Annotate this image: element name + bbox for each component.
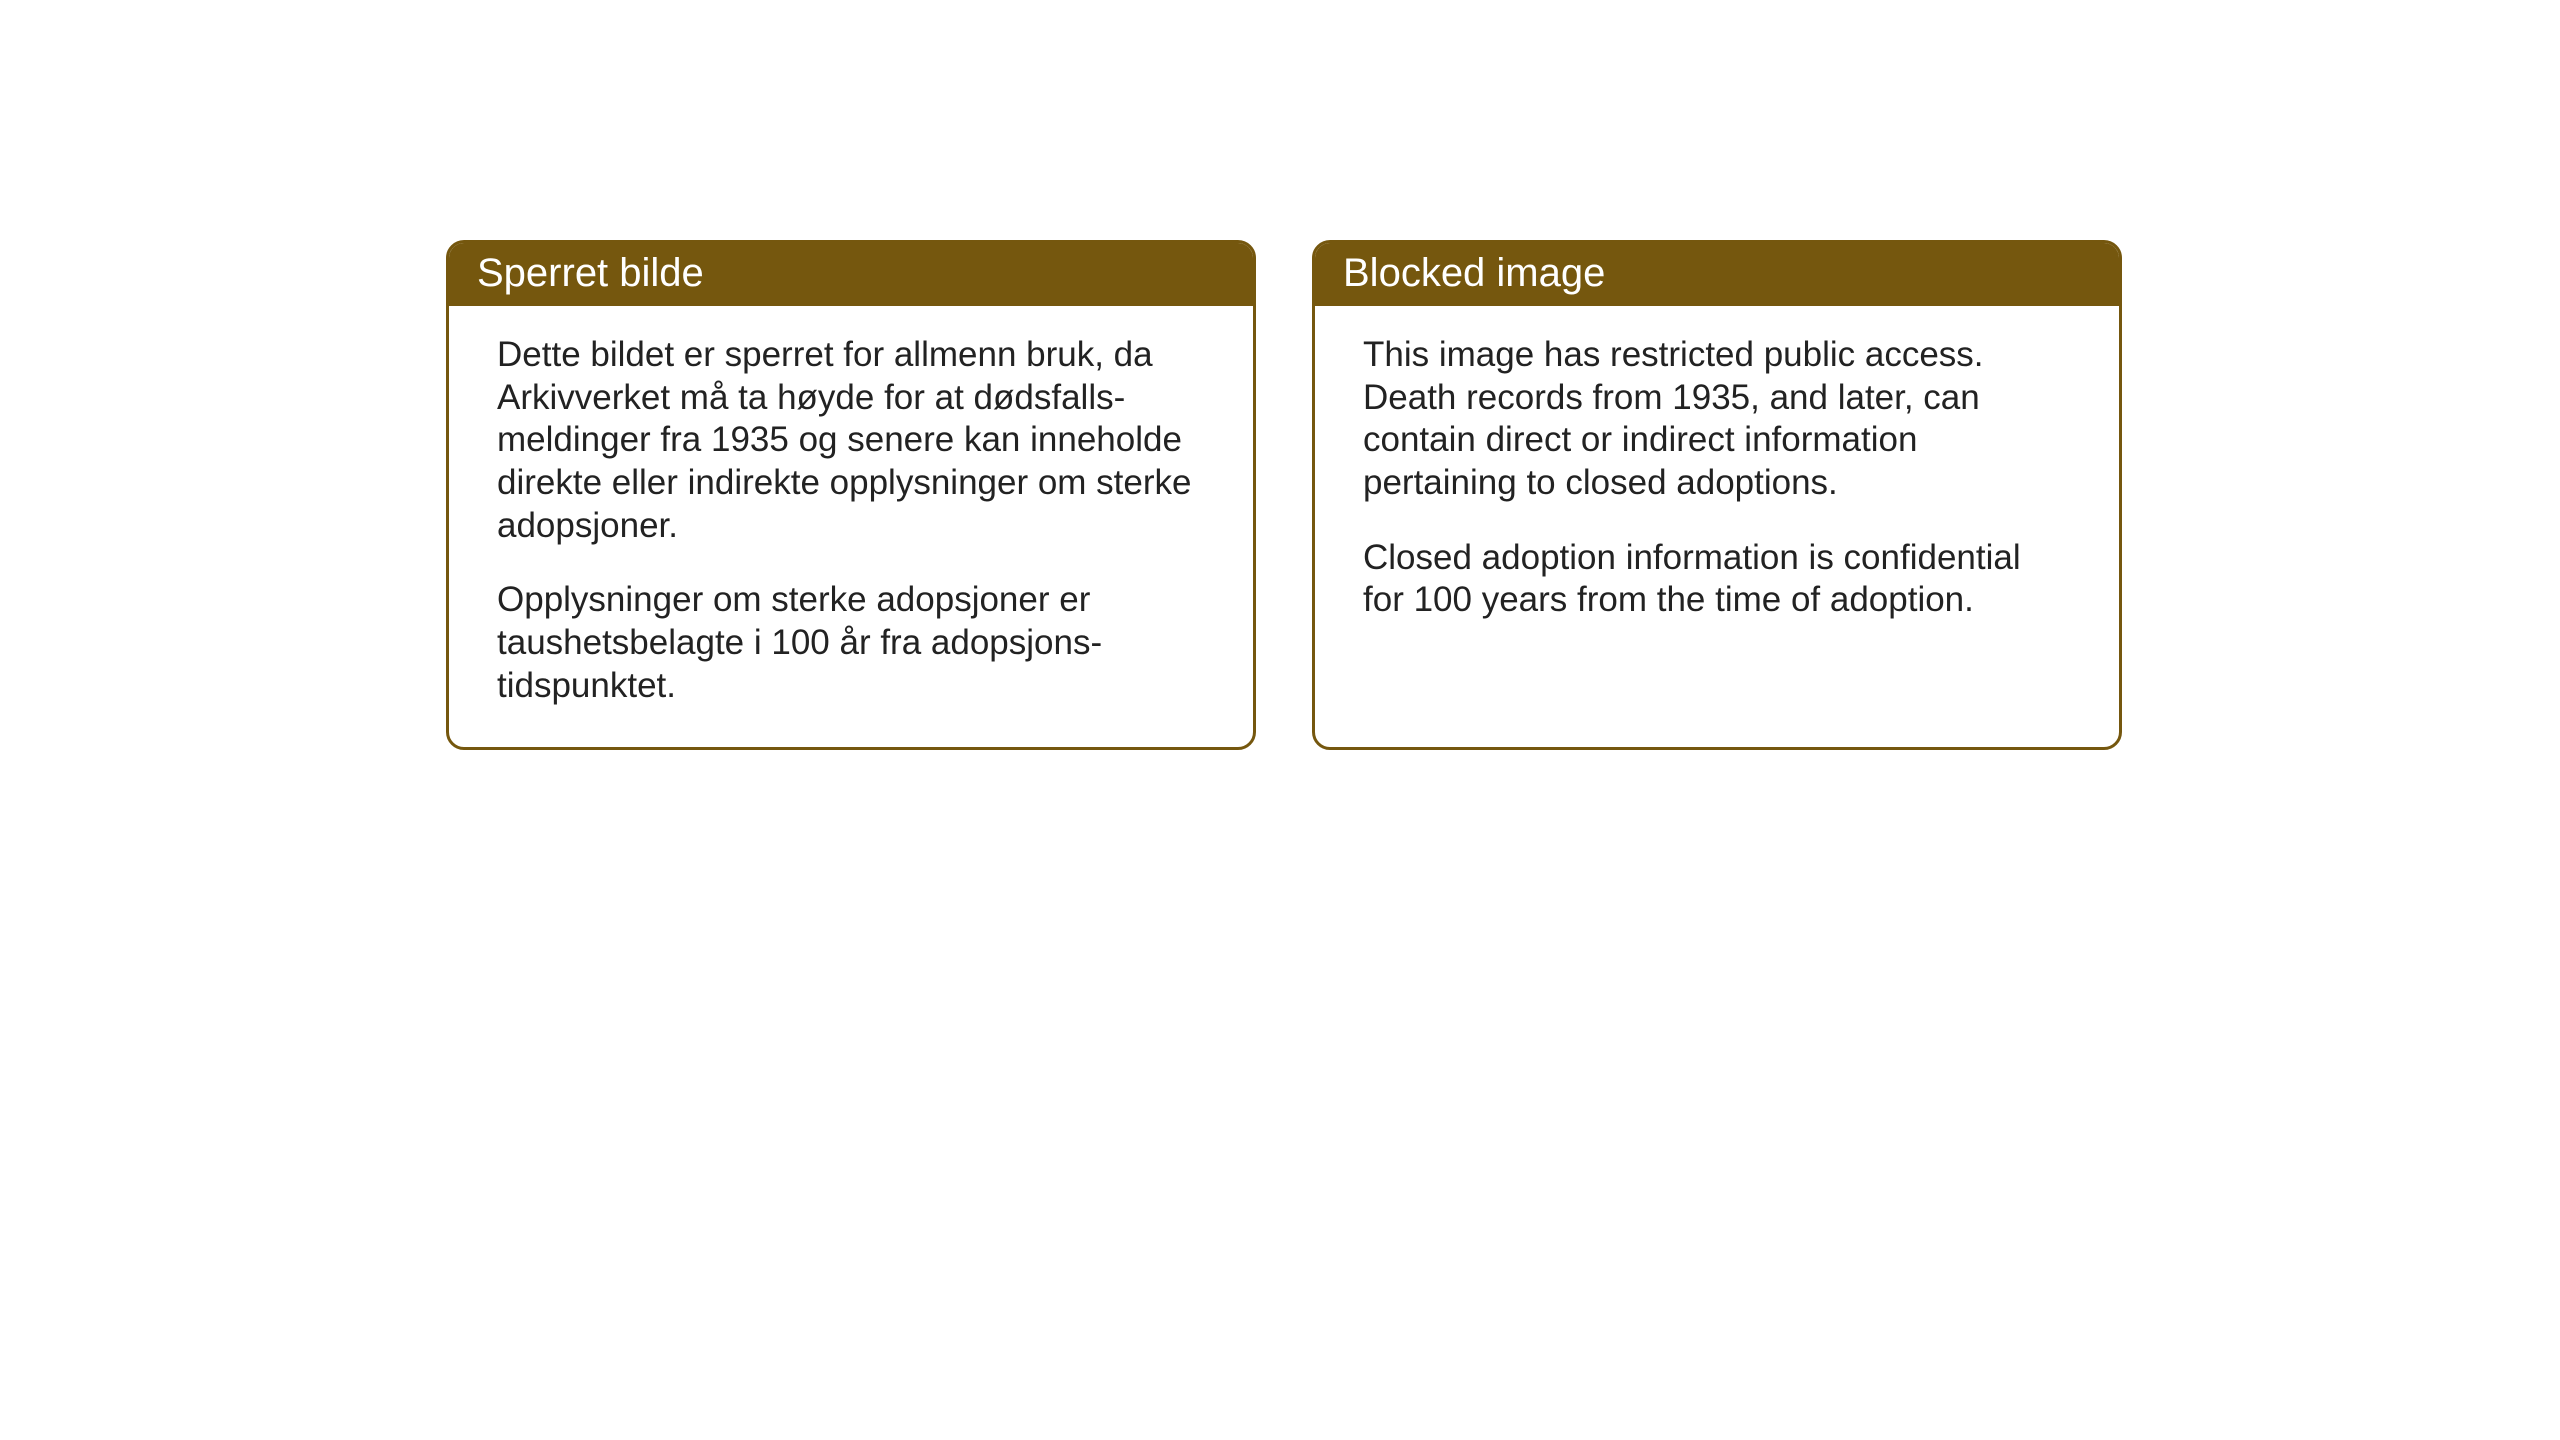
notice-para1-english: This image has restricted public access.… [1363,334,2071,505]
notice-body-english: This image has restricted public access.… [1315,306,2119,660]
notice-header-english: Blocked image [1315,243,2119,306]
notice-box-norwegian: Sperret bilde Dette bildet er sperret fo… [446,240,1256,750]
notice-header-norwegian: Sperret bilde [449,243,1253,306]
notice-box-english: Blocked image This image has restricted … [1312,240,2122,750]
notice-para1-norwegian: Dette bildet er sperret for allmenn bruk… [497,334,1205,547]
notice-container: Sperret bilde Dette bildet er sperret fo… [446,240,2122,750]
notice-body-norwegian: Dette bildet er sperret for allmenn bruk… [449,306,1253,746]
notice-para2-english: Closed adoption information is confident… [1363,537,2071,622]
notice-title-norwegian: Sperret bilde [477,251,704,295]
notice-para2-norwegian: Opplysninger om sterke adopsjoner er tau… [497,579,1205,707]
notice-title-english: Blocked image [1343,251,1605,295]
